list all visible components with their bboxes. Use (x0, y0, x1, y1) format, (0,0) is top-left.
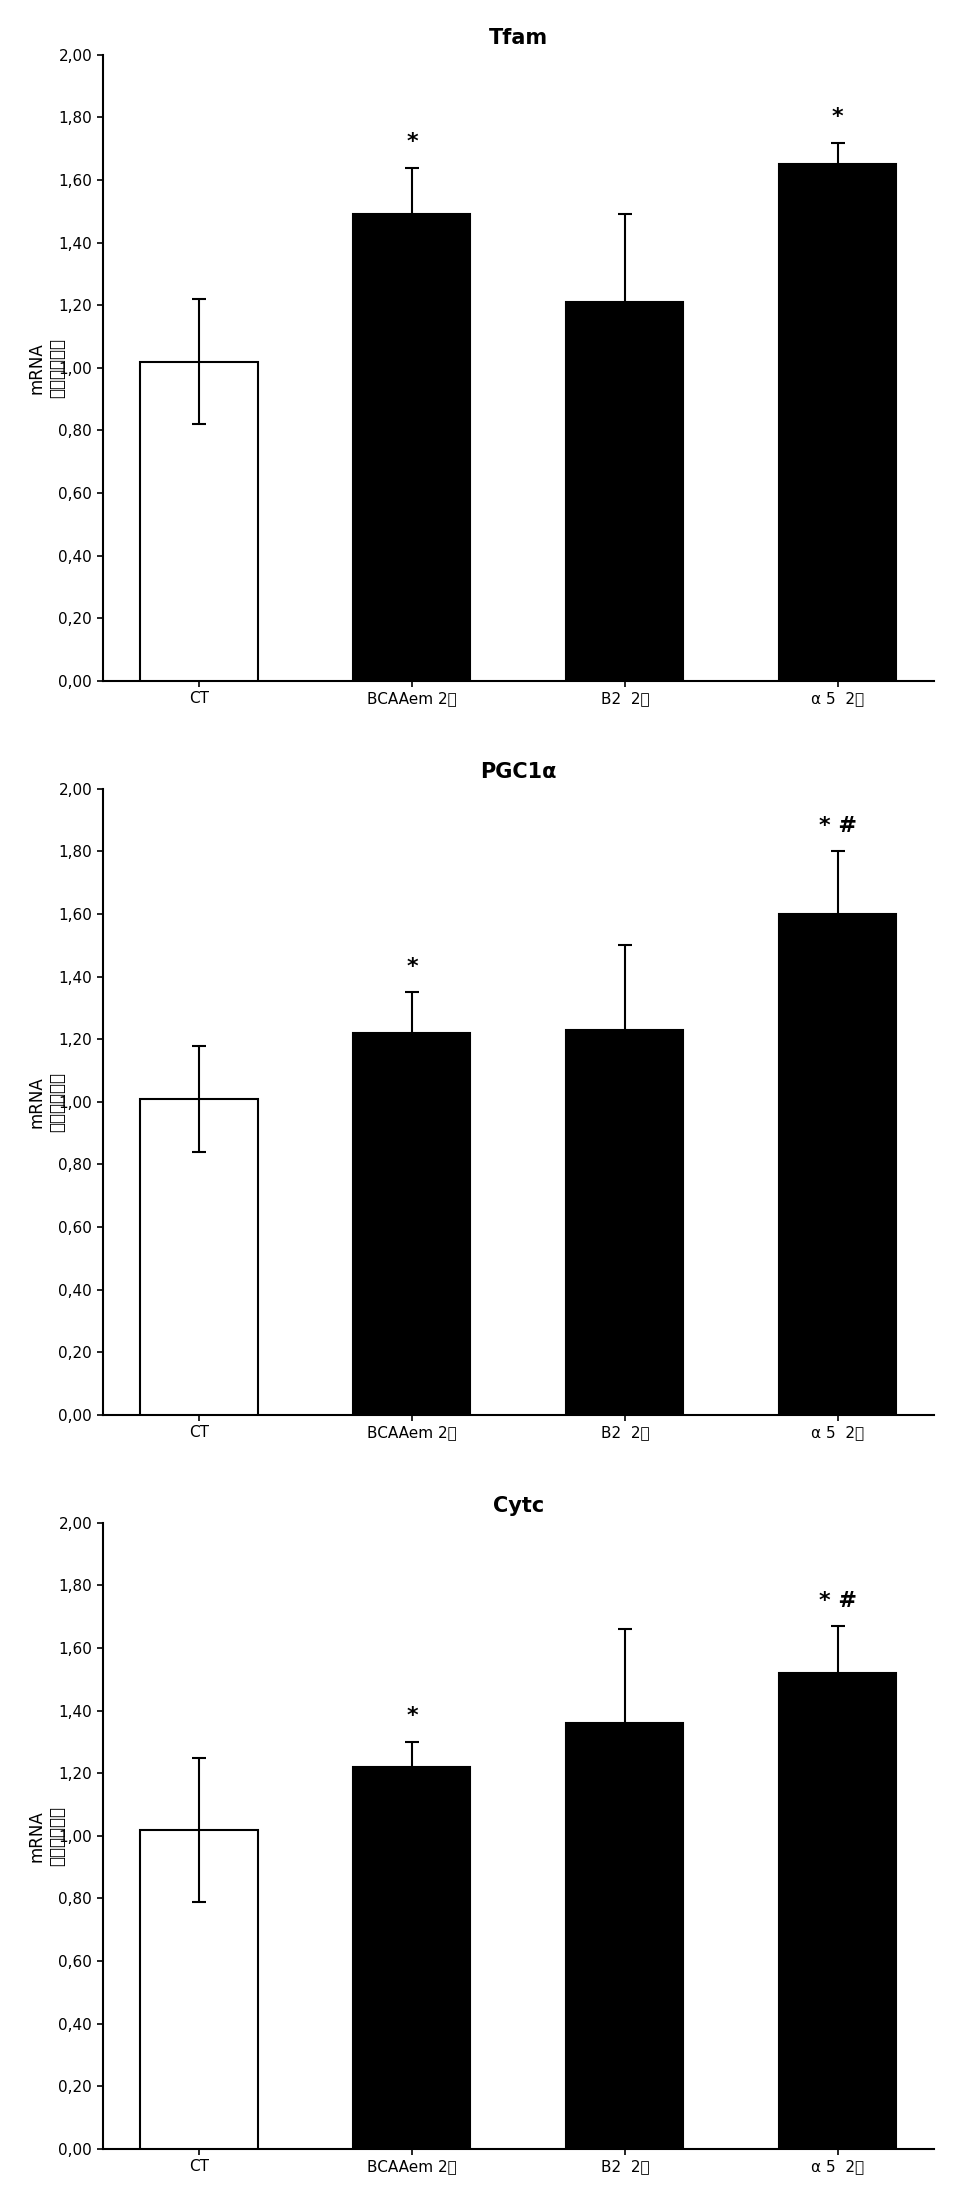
Title: Cytc: Cytc (492, 1495, 544, 1515)
Bar (140, 1099, 258, 1416)
Bar (778, 165, 896, 680)
Bar (566, 302, 682, 680)
Text: *: * (831, 108, 843, 128)
Bar (566, 1724, 682, 2149)
Bar (140, 1830, 258, 2149)
Title: Tfam: Tfam (488, 29, 548, 48)
Bar (778, 914, 896, 1416)
Bar (140, 361, 258, 680)
Y-axis label: mRNA
（相对表达）: mRNA （相对表达） (28, 1072, 66, 1132)
Bar (566, 1031, 682, 1416)
Text: *: * (406, 1707, 417, 1726)
Text: *: * (406, 956, 417, 978)
Bar (353, 214, 470, 680)
Bar (778, 1674, 896, 2149)
Y-axis label: mRNA
（相对表达）: mRNA （相对表达） (28, 1806, 66, 1865)
Bar (353, 1033, 470, 1416)
Text: * #: * # (818, 815, 856, 837)
Bar (353, 1766, 470, 2149)
Y-axis label: mRNA
（相对表达）: mRNA （相对表达） (28, 337, 66, 399)
Text: *: * (406, 132, 417, 152)
Title: PGC1α: PGC1α (480, 762, 556, 782)
Text: * #: * # (818, 1590, 856, 1610)
